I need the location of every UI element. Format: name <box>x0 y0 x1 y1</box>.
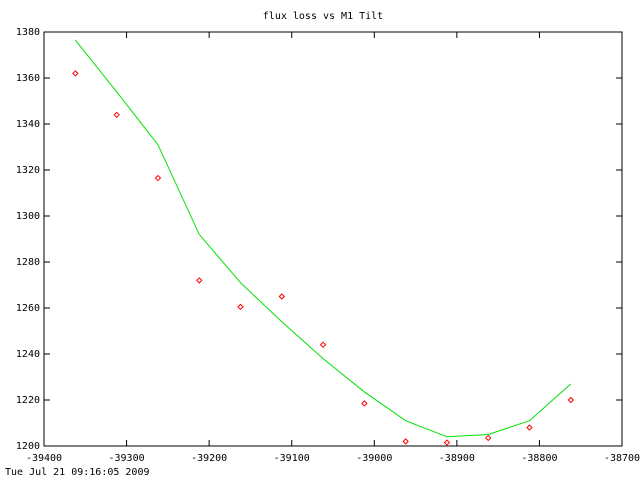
chart-title: flux loss vs M1 Tilt <box>263 11 383 22</box>
data-point <box>278 293 286 300</box>
timestamp: Tue Jul 21 09:16:05 2009 <box>5 467 150 478</box>
y-tick-label: 1220 <box>16 395 40 406</box>
data-point <box>402 438 409 445</box>
y-tick-label: 1240 <box>16 349 40 360</box>
x-tick-label: -39200 <box>191 453 227 464</box>
x-tick-label: -38900 <box>439 453 475 464</box>
data-point <box>72 70 79 77</box>
data-point <box>113 111 120 119</box>
y-tick-label: 1260 <box>16 303 40 314</box>
y-tick-label: 1320 <box>16 165 40 176</box>
y-tick-label: 1380 <box>16 27 40 38</box>
data-point <box>567 396 575 404</box>
x-tick-label: -38700 <box>604 453 640 464</box>
data-point <box>154 174 162 182</box>
y-tick-label: 1300 <box>16 211 40 222</box>
x-tick-label: -39300 <box>109 453 145 464</box>
data-point <box>319 341 327 349</box>
x-tick-label: -39100 <box>274 453 310 464</box>
plot-border <box>43 31 623 447</box>
fit-line <box>74 39 572 438</box>
data-point <box>526 424 533 431</box>
x-tick-label: -39000 <box>356 453 392 464</box>
data-point <box>443 439 451 446</box>
x-tick-label: -38800 <box>521 453 557 464</box>
data-point <box>485 434 492 442</box>
y-tick-label: 1360 <box>16 73 40 84</box>
x-tick-label: -39400 <box>26 453 62 464</box>
y-tick-label: 1340 <box>16 119 40 130</box>
data-point <box>196 277 203 284</box>
y-tick-label: 1280 <box>16 257 40 268</box>
data-point <box>237 303 244 311</box>
y-tick-label: 1200 <box>16 441 40 452</box>
data-point <box>361 400 368 407</box>
